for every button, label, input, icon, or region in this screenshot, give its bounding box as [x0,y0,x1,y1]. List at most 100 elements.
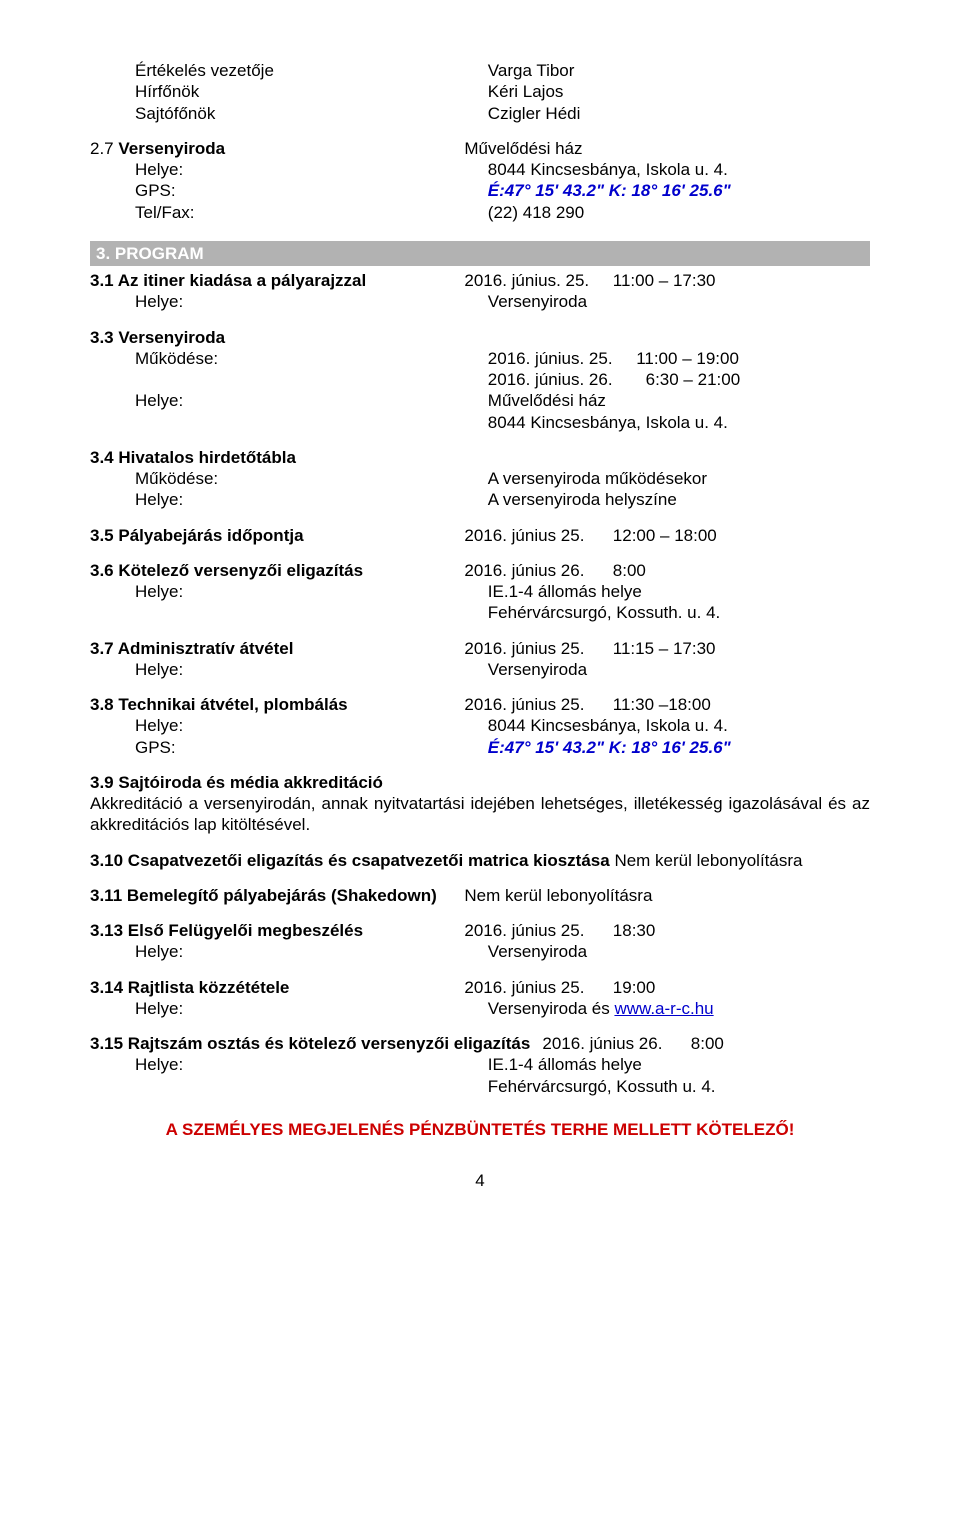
section-3-13: 3.13 Első Felügyelői megbeszélés 2016. j… [90,920,870,941]
section-3-10: 3.10 Csapatvezetői eligazítás és csapatv… [90,850,870,871]
field-label: GPS: [90,737,488,758]
section-value: Nem kerül lebonyolításra [464,885,870,906]
role-value: Czigler Hédi [488,103,870,124]
field-label: Helye: [90,291,488,312]
field-row: Működése: A versenyiroda működésekor [90,468,870,489]
section-title: 3.15 Rajtszám osztás és kötelező verseny… [90,1033,542,1054]
section-title: 3.11 Bemelegítő pályabejárás (Shakedown) [90,885,464,906]
date: 2016. június 25. [464,921,584,940]
field-value: A versenyiroda működésekor [488,468,870,489]
section-title: 3.1 Az itiner kiadása a pályarajzzal [90,270,464,291]
role-value: Kéri Lajos [488,81,870,102]
section-number: 2.7 [90,139,118,158]
section-3-5: 3.5 Pályabejárás időpontja 2016. június … [90,525,870,546]
time: 8:00 [691,1034,724,1053]
field-row: 2016. június. 26. 6:30 – 21:00 [90,369,870,390]
field-row: GPS: É:47° 15' 43.2" K: 18° 16' 25.6" [90,737,870,758]
role-label: Értékelés vezetője [90,60,488,81]
field-value: Versenyiroda [488,291,870,312]
website-link[interactable]: www.a-r-c.hu [614,999,713,1018]
date: 2016. június 25. [464,978,584,997]
section-title: 3.13 Első Felügyelői megbeszélés [90,920,464,941]
section-3-8: 3.8 Technikai átvétel, plombálás 2016. j… [90,694,870,715]
date: 2016. június. 25. [464,271,589,290]
date: 2016. június 26. [464,561,584,580]
field-label: Helye: [90,390,488,411]
time: 6:30 – 21:00 [646,370,741,389]
field-label: Helye: [90,581,488,602]
section-title: 3.10 Csapatvezetői eligazítás és csapatv… [90,851,610,870]
field-label: Tel/Fax: [90,202,488,223]
field-row: Helye: Művelődési ház [90,390,870,411]
field-value: (22) 418 290 [488,202,870,223]
section-3-4-title: 3.4 Hivatalos hirdetőtábla [90,447,870,468]
field-label: Működése: [90,468,488,489]
time: 12:00 – 18:00 [613,526,717,545]
date: 2016. június. 25. [488,349,613,368]
field-label: Helye: [90,998,488,1019]
section-title: 3.7 Adminisztratív átvétel [90,638,464,659]
field-label: GPS: [90,180,488,201]
section-3-3-title: 3.3 Versenyiroda [90,327,870,348]
field-label: Helye: [90,1054,488,1075]
field-row: Helye: 8044 Kincsesbánya, Iskola u. 4. [90,159,870,180]
field-value: 8044 Kincsesbánya, Iskola u. 4. [488,159,870,180]
field-row: Helye: Versenyiroda [90,291,870,312]
warning-text: A SZEMÉLYES MEGJELENÉS PÉNZBÜNTETÉS TERH… [90,1119,870,1140]
field-row: Helye: IE.1-4 állomás helye [90,581,870,602]
field-value: Versenyiroda [488,659,870,680]
section-value: Művelődési ház [464,138,870,159]
field-row: Fehérvárcsurgó, Kossuth. u. 4. [90,602,870,623]
section-3-1: 3.1 Az itiner kiadása a pályarajzzal 201… [90,270,870,291]
field-value: Versenyiroda [488,941,870,962]
time: 11:30 –18:00 [613,695,711,714]
field-value: Művelődési ház [488,390,870,411]
field-row: Helye: 8044 Kincsesbánya, Iskola u. 4. [90,715,870,736]
section-3-15: 3.15 Rajtszám osztás és kötelező verseny… [90,1033,870,1054]
role-label: Hírfőnök [90,81,488,102]
time: 11:00 – 19:00 [636,349,739,368]
field-label: Helye: [90,489,488,510]
role-value: Varga Tibor [488,60,870,81]
field-value: IE.1-4 állomás helye [488,1054,870,1075]
date: 2016. június 25. [464,526,584,545]
section-title: 3.6 Kötelező versenyzői eligazítás [90,560,464,581]
field-row: Helye: Versenyiroda [90,659,870,680]
field-row: Helye: A versenyiroda helyszíne [90,489,870,510]
field-label: Helye: [90,941,488,962]
field-row: Fehérvárcsurgó, Kossuth u. 4. [90,1076,870,1097]
role-row: Értékelés vezetője Varga Tibor [90,60,870,81]
date: 2016. június 26. [542,1034,662,1053]
field-label: Működése: [90,348,488,369]
time: 8:00 [613,561,646,580]
field-label: Helye: [90,159,488,180]
field-row: Működése: 2016. június. 25. 11:00 – 19:0… [90,348,870,369]
page-number: 4 [90,1170,870,1191]
field-value: IE.1-4 állomás helye [488,581,870,602]
section-title: 3.14 Rajtlista közzététele [90,977,464,998]
field-row: Helye: Versenyiroda [90,941,870,962]
field-row: 8044 Kincsesbánya, Iskola u. 4. [90,412,870,433]
field-label: Helye: [90,659,488,680]
date: 2016. június. 26. [488,370,613,389]
gps-value: É:47° 15' 43.2" K: 18° 16' 25.6" [488,737,870,758]
section-3-6: 3.6 Kötelező versenyzői eligazítás 2016.… [90,560,870,581]
section-3-9-title: 3.9 Sajtóiroda és média akkreditáció [90,772,870,793]
program-header-text: 3. PROGRAM [96,244,204,263]
time: 11:15 – 17:30 [613,639,716,658]
program-header: 3. PROGRAM [90,241,870,266]
field-row: Tel/Fax: (22) 418 290 [90,202,870,223]
time: 18:30 [613,921,656,940]
date: 2016. június 25. [464,639,584,658]
field-value: 8044 Kincsesbánya, Iskola u. 4. [488,412,870,433]
section-title: 3.8 Technikai átvétel, plombálás [90,694,464,715]
section-title: 3.5 Pályabejárás időpontja [90,525,464,546]
field-label: Helye: [90,715,488,736]
date: 2016. június 25. [464,695,584,714]
section-value: Nem kerül lebonyolításra [610,851,803,870]
section-3-11: 3.11 Bemelegítő pályabejárás (Shakedown)… [90,885,870,906]
section-3-9-body: Akkreditáció a versenyirodán, annak nyit… [90,793,870,836]
field-value: Fehérvárcsurgó, Kossuth u. 4. [488,1076,870,1097]
section-2-7: 2.7 Versenyiroda Művelődési ház [90,138,870,159]
field-value: Versenyiroda és [488,999,615,1018]
